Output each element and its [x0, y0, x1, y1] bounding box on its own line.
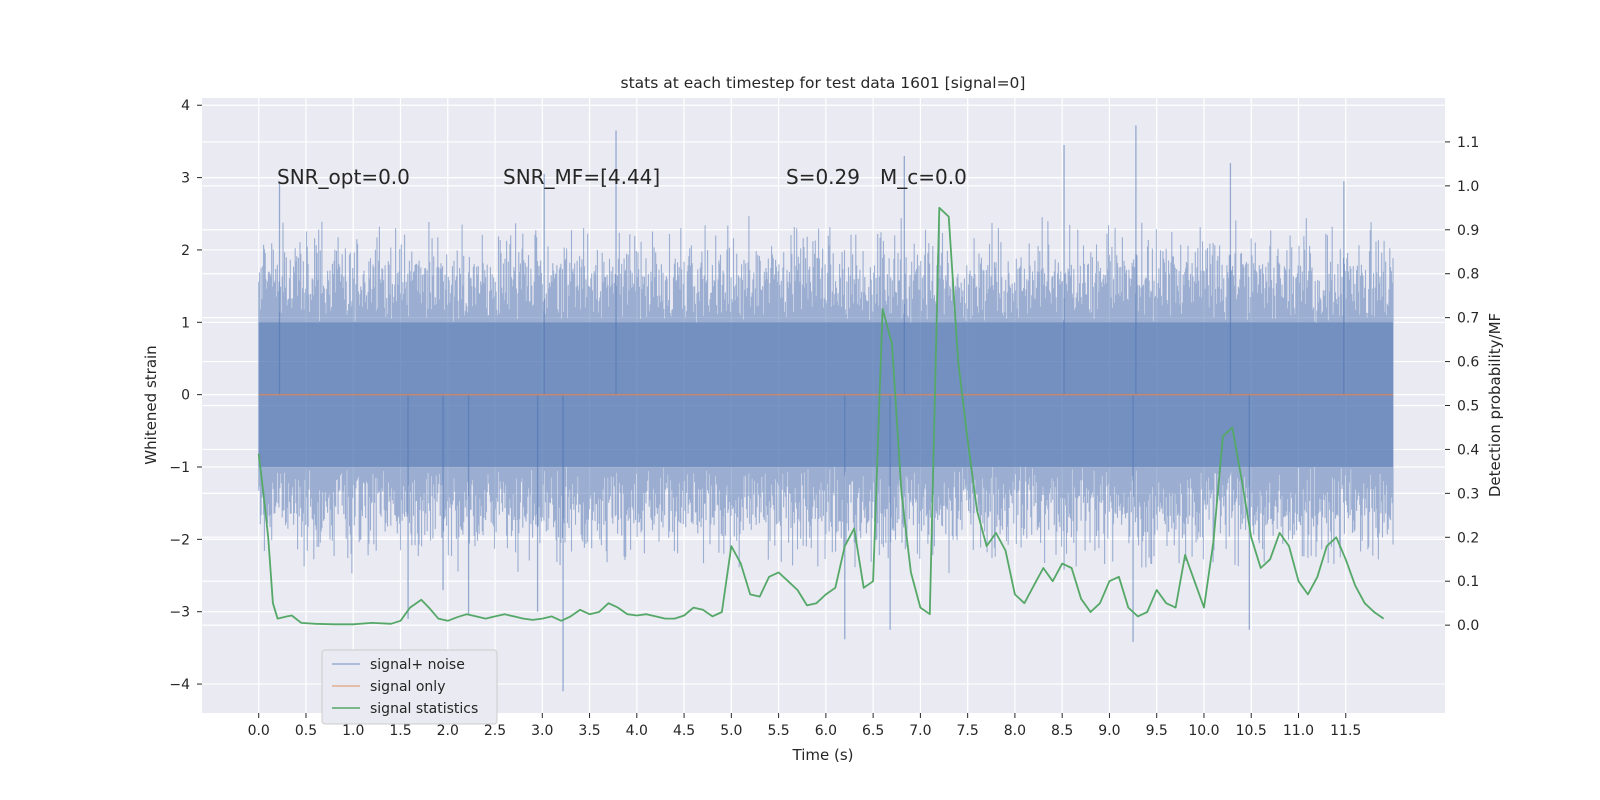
y-right-tick-label-3: 0.3 [1457, 486, 1479, 502]
y-right-tick-label-7: 0.7 [1457, 311, 1479, 327]
legend-label-signal-only: signal only [370, 679, 445, 695]
x-tick-label-3: 1.5 [389, 723, 411, 739]
y-right-tick-label-4: 0.4 [1457, 442, 1479, 458]
signal-statistics-line [257, 206, 1385, 626]
signal-statistics-series [257, 206, 1385, 626]
y-right-tick-label-9: 0.9 [1457, 223, 1479, 239]
annotation-mc: M_c=0.0 [880, 165, 967, 189]
y-right-tick-label-10: 1.0 [1457, 179, 1479, 195]
y-tick-label-1: −3 [169, 605, 190, 621]
x-tick-label-14: 7.0 [909, 723, 931, 739]
x-tick-label-5: 2.5 [484, 723, 506, 739]
x-tick-label-17: 8.5 [1051, 723, 1073, 739]
y-axis-label: Whitened strain [142, 345, 160, 464]
x-tick-label-18: 9.0 [1098, 723, 1120, 739]
y-right-tick-label-2: 0.2 [1457, 530, 1479, 546]
y-right-tick-label-11: 1.1 [1457, 135, 1479, 151]
y-right-tick-label-8: 0.8 [1457, 267, 1479, 283]
x-tick-label-19: 9.5 [1146, 723, 1168, 739]
y-tick-label-7: 3 [181, 171, 190, 187]
chart-title: stats at each timestep for test data 160… [621, 74, 1026, 92]
y-tick-label-6: 2 [181, 243, 190, 259]
y-tick-label-5: 1 [181, 315, 190, 331]
annotation-snr-opt: SNR_opt=0.0 [277, 165, 410, 189]
y-tick-label-0: −4 [169, 677, 190, 693]
x-tick-label-7: 3.5 [578, 723, 600, 739]
x-tick-label-1: 0.5 [295, 723, 317, 739]
y-tick-label-4: 0 [181, 388, 190, 404]
y-right-tick-label-1: 0.1 [1457, 574, 1479, 590]
x-tick-label-4: 2.0 [437, 723, 459, 739]
y-axis-ticks: −4 −3 −2 −1 0 1 2 3 4 [169, 98, 202, 693]
y-right-axis-label: Detection probability/MF [1486, 313, 1504, 497]
y-tick-label-3: −1 [169, 460, 190, 476]
legend-label-statistics: signal statistics [370, 701, 478, 717]
y-right-tick-label-6: 0.6 [1457, 355, 1479, 371]
x-tick-label-13: 6.5 [862, 723, 884, 739]
annotations: SNR_opt=0.0 SNR_MF=[4.44] S=0.29 M_c=0.0 [277, 165, 967, 189]
y-right-axis-ticks: 0.0 0.1 0.2 0.3 0.4 0.5 0.6 0.7 0.8 0.9 1.0 1.1 [1445, 135, 1479, 634]
x-axis-label: Time (s) [792, 746, 854, 764]
annotation-snr-mf: SNR_MF=[4.44] [503, 165, 660, 189]
x-tick-label-6: 3.0 [531, 723, 553, 739]
x-tick-label-9: 4.5 [673, 723, 695, 739]
y-tick-label-8: 4 [181, 98, 190, 114]
x-axis-ticks: 0.0 0.5 1.0 1.5 2.0 2.5 3.0 3.5 4.0 4.5 5.0 5.5 6.0 6… [248, 713, 1361, 739]
legend-box [321, 649, 498, 725]
x-tick-label-8: 4.0 [626, 723, 648, 739]
x-tick-label-16: 8.0 [1004, 723, 1026, 739]
x-tick-label-12: 6.0 [815, 723, 837, 739]
x-tick-label-21: 10.5 [1236, 723, 1267, 739]
y-right-tick-label-0: 0.0 [1457, 618, 1479, 634]
x-tick-label-0: 0.0 [248, 723, 270, 739]
x-tick-label-22: 11.0 [1283, 723, 1314, 739]
x-tick-label-2: 1.0 [342, 723, 364, 739]
legend-label-noise: signal+ noise [370, 657, 465, 673]
legend: signal+ noise signal only signal statist… [321, 649, 498, 725]
annotation-s: S=0.29 [786, 165, 860, 189]
x-tick-label-23: 11.5 [1330, 723, 1361, 739]
x-tick-label-20: 10.0 [1188, 723, 1219, 739]
x-tick-label-15: 7.5 [957, 723, 979, 739]
x-tick-label-10: 5.0 [720, 723, 742, 739]
y-right-tick-label-5: 0.5 [1457, 399, 1479, 415]
x-tick-label-11: 5.5 [767, 723, 789, 739]
y-tick-label-2: −2 [169, 532, 190, 548]
